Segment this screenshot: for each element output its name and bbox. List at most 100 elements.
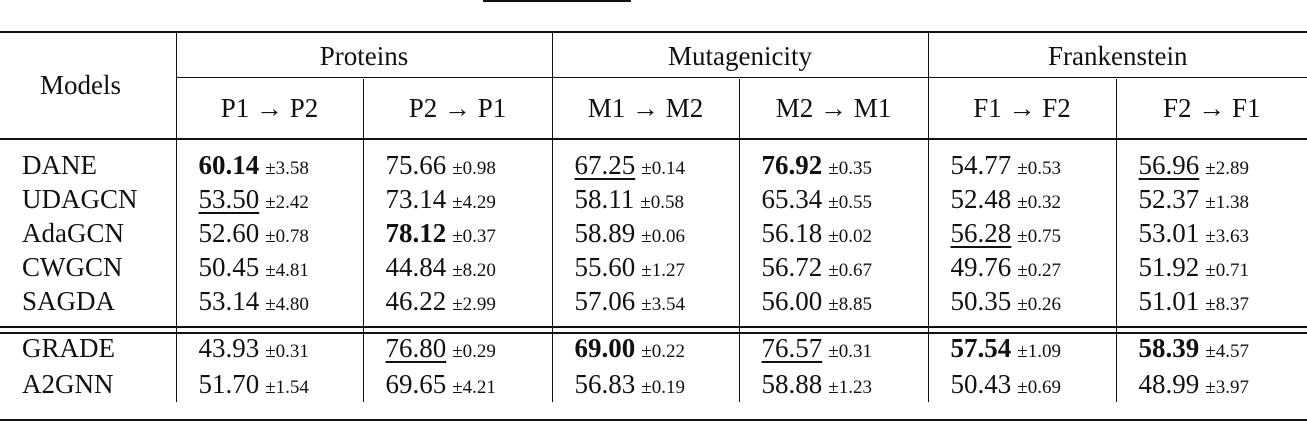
result-cell: 65.34 ±0.55: [738, 182, 929, 216]
result-value: 69.00: [574, 332, 636, 363]
result-std: ±4.21: [452, 376, 496, 398]
result-value: 67.25: [574, 149, 636, 180]
model-name: CWGCN: [22, 251, 123, 282]
result-cell: 58.11 ±0.58: [551, 182, 740, 216]
result-std: ±0.27: [1017, 259, 1061, 281]
result-std: ±1.23: [828, 376, 872, 398]
result-cell: 67.25 ±0.14: [551, 138, 740, 182]
result-std: ±0.19: [641, 376, 685, 398]
result-cell: 51.92 ±0.71: [1115, 250, 1307, 284]
model-name: AdaGCN: [22, 217, 124, 248]
group-header-proteins: Proteins: [175, 33, 553, 79]
result-cell: 52.37 ±1.38: [1115, 182, 1307, 216]
result-std: ±4.57: [1205, 340, 1249, 362]
subcol-header: M2 → M1: [738, 79, 929, 138]
result-std: ±1.09: [1017, 340, 1061, 362]
result-std: ±0.53: [1017, 157, 1061, 179]
result-cell: 58.39 ±4.57: [1115, 330, 1307, 366]
group-header-frankenstein: Frankenstein: [927, 33, 1307, 79]
table-body-methods: GRADE 43.93 ±0.31 76.80 ±0.29 69.00 ±0.22 76.57…: [0, 330, 1307, 402]
result-cell: 51.01 ±8.37: [1115, 284, 1307, 318]
result-value: 60.14: [198, 149, 260, 180]
result-std: ±0.55: [828, 191, 872, 213]
result-value: 52.60: [198, 217, 260, 248]
model-name: GRADE: [22, 332, 115, 363]
result-cell: 69.65 ±4.21: [362, 366, 553, 402]
subcol-header: M1 → M2: [551, 79, 740, 138]
result-cell: 43.93 ±0.31: [175, 330, 363, 366]
result-value: 49.76: [950, 251, 1012, 282]
result-cell: 52.48 ±0.32: [927, 182, 1117, 216]
result-std: ±4.29: [452, 191, 496, 213]
table-row: GRADE 43.93 ±0.31 76.80 ±0.29 69.00 ±0.22 76.57…: [0, 330, 1307, 366]
result-cell: 46.22 ±2.99: [362, 284, 553, 318]
result-std: ±2.99: [452, 293, 496, 315]
result-value: 76.57: [761, 332, 823, 363]
result-value: 51.70: [198, 368, 260, 399]
result-std: ±0.71: [1205, 259, 1249, 281]
result-cell: 56.72 ±0.67: [738, 250, 929, 284]
result-std: ±3.97: [1205, 376, 1249, 398]
model-name: DANE: [22, 149, 97, 180]
result-std: ±8.85: [828, 293, 872, 315]
result-cell: 50.43 ±0.69: [927, 366, 1117, 402]
table-row: AdaGCN 52.60 ±0.78 78.12 ±0.37 58.89 ±0.06 56.1…: [0, 216, 1307, 250]
result-cell: 48.99 ±3.97: [1115, 366, 1307, 402]
result-value: 53.50: [198, 183, 260, 214]
subcol-header: P1 → P2: [175, 79, 363, 138]
result-value: 43.93: [198, 332, 260, 363]
result-std: ±0.26: [1017, 293, 1061, 315]
result-std: ±0.98: [452, 157, 496, 179]
result-value: 57.54: [950, 332, 1012, 363]
result-value: 46.22: [385, 285, 447, 316]
result-value: 50.35: [950, 285, 1012, 316]
result-value: 73.14: [385, 183, 447, 214]
result-std: ±3.58: [265, 157, 309, 179]
result-cell: 44.84 ±8.20: [362, 250, 553, 284]
result-std: ±0.69: [1017, 376, 1061, 398]
result-value: 51.92: [1138, 251, 1200, 282]
result-cell: 52.60 ±0.78: [175, 216, 363, 250]
subcol-header: F1 → F2: [927, 79, 1117, 138]
result-cell: 76.80 ±0.29: [362, 330, 553, 366]
result-value: 56.96: [1138, 149, 1200, 180]
result-value: 55.60: [574, 251, 636, 282]
result-value: 58.89: [574, 217, 636, 248]
result-value: 52.48: [950, 183, 1012, 214]
result-cell: 78.12 ±0.37: [362, 216, 553, 250]
result-cell: 75.66 ±0.98: [362, 138, 553, 182]
top-caption-rule: [483, 0, 631, 2]
result-std: ±0.37: [452, 225, 496, 247]
result-std: ±0.67: [828, 259, 872, 281]
result-value: 56.28: [950, 217, 1012, 248]
result-std: ±3.63: [1205, 225, 1249, 247]
table-row: A2GNN 51.70 ±1.54 69.65 ±4.21 56.83 ±0.19 58.88…: [0, 366, 1307, 402]
table-top-rule: [0, 31, 1307, 33]
result-value: 75.66: [385, 149, 447, 180]
result-cell: 53.01 ±3.63: [1115, 216, 1307, 250]
result-cell: 50.45 ±4.81: [175, 250, 363, 284]
group-header-mutagenicity: Mutagenicity: [551, 33, 929, 79]
result-std: ±4.80: [265, 293, 309, 315]
table-row: UDAGCN 53.50 ±2.42 73.14 ±4.29 58.11 ±0.58 65.3…: [0, 182, 1307, 216]
result-std: ±0.35: [828, 157, 872, 179]
result-value: 48.99: [1138, 368, 1200, 399]
result-std: ±0.22: [641, 340, 685, 362]
model-name: A2GNN: [22, 368, 114, 399]
result-value: 65.34: [761, 183, 823, 214]
result-cell: 53.14 ±4.80: [175, 284, 363, 318]
result-value: 76.92: [761, 149, 823, 180]
result-value: 78.12: [385, 217, 447, 248]
result-cell: 53.50 ±2.42: [175, 182, 363, 216]
result-std: ±2.89: [1205, 157, 1249, 179]
models-header: Models: [40, 70, 121, 100]
result-value: 56.18: [761, 217, 823, 248]
result-std: ±0.75: [1017, 225, 1061, 247]
result-cell: 51.70 ±1.54: [175, 366, 363, 402]
result-std: ±0.29: [452, 340, 496, 362]
result-std: ±0.78: [265, 225, 309, 247]
result-cell: 58.89 ±0.06: [551, 216, 740, 250]
result-std: ±8.37: [1205, 293, 1249, 315]
result-value: 44.84: [385, 251, 447, 282]
table-row: DANE 60.14 ±3.58 75.66 ±0.98 67.25 ±0.14 76.92 ±…: [0, 138, 1307, 182]
